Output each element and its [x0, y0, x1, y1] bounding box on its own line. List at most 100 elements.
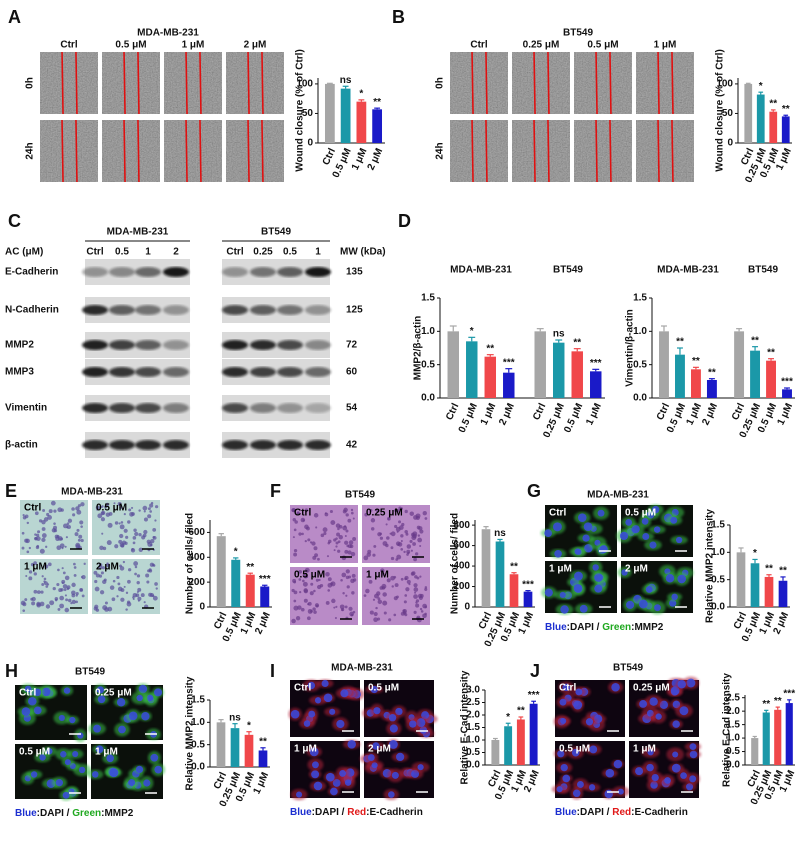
cell: [39, 601, 45, 607]
nucleus: [626, 600, 635, 610]
y-tick-label: 0.0: [421, 393, 435, 404]
wound-edge: [75, 51, 78, 115]
panel-letter: F: [270, 481, 281, 501]
wound-edge: [533, 51, 536, 115]
cell: [130, 506, 134, 509]
cell: [94, 579, 98, 584]
nucleus: [677, 574, 687, 584]
wound-edge: [61, 119, 64, 183]
cell: [373, 544, 377, 548]
condition-label: 1 μM: [294, 744, 317, 755]
nucleus: [635, 767, 644, 776]
stain-part: Green: [72, 808, 101, 819]
micrograph: [87, 744, 166, 799]
panel-letter: B: [392, 7, 405, 27]
cell: [327, 577, 332, 582]
cell: [53, 509, 57, 513]
micrograph: [450, 119, 508, 183]
significance: **: [782, 104, 790, 115]
error-bar: [758, 91, 764, 95]
lane-label: Ctrl: [226, 247, 243, 258]
nucleus: [69, 716, 76, 724]
cell: [53, 528, 58, 533]
cell: [379, 536, 384, 540]
cell: [413, 515, 418, 520]
cell: [412, 542, 416, 546]
nucleus: [154, 765, 163, 774]
error-bar: [505, 368, 513, 373]
blot-band: [135, 267, 161, 277]
blot-band: [222, 267, 248, 277]
y-axis-label: Relative MMP2 intensity: [185, 676, 196, 790]
error-bar: [736, 328, 743, 332]
cell: [325, 601, 330, 605]
cell: [400, 540, 403, 543]
cell: [34, 533, 37, 536]
cell: [36, 544, 40, 548]
cell: [73, 573, 77, 577]
nucleus: [679, 706, 689, 716]
cell: [330, 582, 333, 586]
significance: **: [751, 335, 759, 346]
image-tint: [226, 120, 284, 182]
lane-label: 0.5: [283, 247, 297, 258]
blot-band: [277, 367, 303, 377]
cell: [331, 598, 336, 604]
cell: [33, 589, 38, 594]
error-bar: [326, 82, 333, 84]
cell: [293, 580, 297, 584]
nucleus: [672, 720, 680, 728]
nucleus: [671, 763, 681, 773]
nucleus: [62, 791, 70, 799]
cell: [26, 521, 30, 525]
error-bar: [775, 706, 780, 710]
condition-label: 0.25 μM: [633, 683, 670, 694]
cell: [413, 583, 418, 588]
condition-label: 0.5 μM: [559, 744, 590, 755]
bar: [491, 740, 500, 765]
nucleus: [33, 688, 42, 697]
cell: [343, 525, 347, 528]
cell: [120, 588, 125, 592]
y-tick-label: 1.0: [466, 735, 480, 746]
stain-legend: Blue:DAPI / Red:E-Cadherin: [290, 807, 423, 818]
cell: [132, 541, 136, 545]
error-bar: [787, 699, 792, 704]
cell: [57, 607, 61, 611]
cell: [301, 532, 304, 536]
nucleus: [560, 763, 568, 772]
nucleus: [585, 718, 594, 726]
nucleus: [296, 791, 303, 798]
cell: [134, 565, 138, 569]
x-tick-label: 1 μM: [584, 402, 604, 427]
micrograph: [636, 51, 694, 115]
cell: [64, 575, 70, 581]
cell: [22, 609, 26, 612]
nucleus: [573, 584, 583, 593]
cell: [413, 594, 418, 599]
cell: [119, 524, 125, 530]
cell: [67, 518, 73, 523]
nucleus: [396, 752, 405, 762]
cell: [154, 582, 158, 586]
nucleus: [562, 774, 571, 783]
cell: [372, 598, 376, 601]
cell: [95, 505, 100, 510]
cell: [408, 583, 411, 586]
wound-edge: [61, 51, 64, 115]
panel-letter: G: [527, 481, 541, 501]
cell: [61, 579, 66, 584]
y-tick-label: 0.5: [191, 739, 205, 750]
blot-band: [163, 367, 189, 377]
nucleus: [582, 534, 590, 542]
error-bar: [555, 339, 563, 343]
cell: [106, 562, 109, 565]
cell: [381, 572, 385, 576]
stain-part: Blue: [555, 807, 577, 818]
cell: [137, 587, 142, 592]
bar: [659, 331, 669, 398]
bar: [244, 734, 254, 767]
cell: [147, 514, 152, 519]
image-tint: [226, 52, 284, 114]
image-tint: [574, 52, 632, 114]
